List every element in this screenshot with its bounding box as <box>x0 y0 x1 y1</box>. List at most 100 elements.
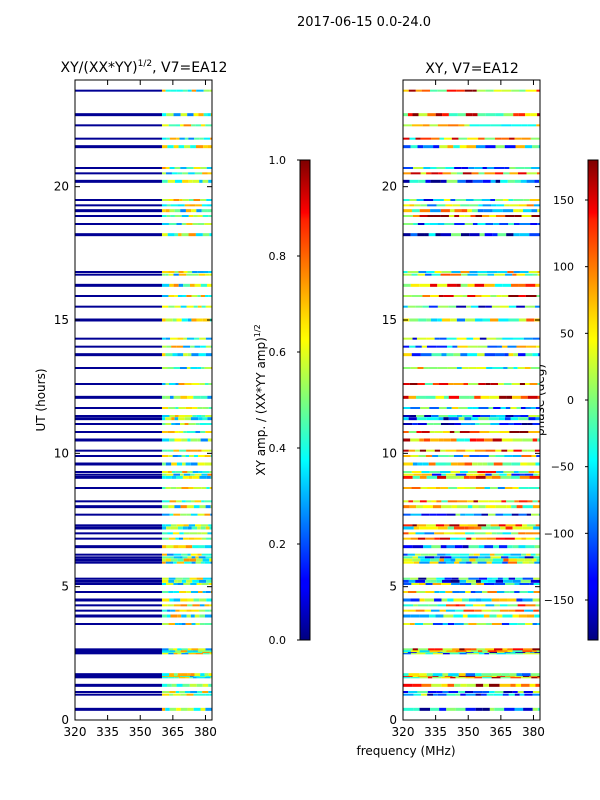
amp-band-high <box>161 545 167 549</box>
phase-band <box>536 558 540 562</box>
phase-band <box>457 345 468 348</box>
amp-band-high <box>174 415 179 417</box>
amp-band-high <box>198 113 204 117</box>
phase-band <box>408 673 420 677</box>
phase-band <box>457 500 468 503</box>
amp-band-high <box>192 179 200 183</box>
amp-band-high <box>178 676 186 679</box>
phase-band <box>503 558 509 562</box>
colorbar-tick-label: 150 <box>553 194 574 207</box>
phase-band <box>453 455 464 457</box>
amp-band-high <box>201 124 206 127</box>
phase-band <box>511 505 517 509</box>
phase-band <box>454 545 463 549</box>
amp-band-high <box>189 558 197 562</box>
phase-band <box>513 113 519 117</box>
phase-band <box>501 449 508 452</box>
amp-band-high <box>210 591 212 593</box>
amp-band-high <box>161 487 166 489</box>
phase-band <box>533 556 540 559</box>
amp-band-high <box>165 487 171 489</box>
amp-band-high <box>204 383 209 385</box>
phase-band <box>417 367 424 369</box>
phase-band <box>475 707 483 711</box>
amp-band-high <box>191 623 196 625</box>
amp-band-high <box>202 683 209 687</box>
phase-band <box>475 673 482 677</box>
phase-band <box>518 471 529 473</box>
amp-band-high <box>193 455 199 457</box>
amp-band-low <box>75 475 162 479</box>
phase-band <box>431 473 442 476</box>
phase-band <box>415 345 422 348</box>
phase-band <box>465 199 474 201</box>
amp-band-high <box>187 604 193 607</box>
phase-band <box>494 167 505 169</box>
phase-band <box>494 648 503 651</box>
amp-band-high <box>205 609 210 612</box>
phase-band <box>428 526 438 530</box>
amp-band-high <box>165 383 169 385</box>
phase-band <box>462 545 469 549</box>
amp-band-low <box>75 691 162 693</box>
phase-band <box>505 407 511 409</box>
amp-band-high <box>183 337 187 340</box>
phase-band <box>412 558 421 562</box>
phase-band <box>474 532 486 535</box>
phase-band <box>412 475 420 479</box>
amp-band-high <box>168 556 174 559</box>
phase-band <box>445 591 453 593</box>
amp-band-high <box>161 113 167 117</box>
phase-band <box>403 415 411 417</box>
phase-band <box>422 124 430 127</box>
phase-band <box>475 295 482 297</box>
amp-band-high <box>167 145 174 149</box>
amp-band-high <box>202 215 209 217</box>
phase-band <box>533 591 540 593</box>
amp-band-high <box>169 167 175 169</box>
phase-band <box>460 353 468 357</box>
amp-band-high <box>196 89 204 92</box>
amp-band-high <box>167 532 173 535</box>
amp-band-high <box>202 318 210 322</box>
amp-band-high <box>161 691 170 693</box>
phase-band <box>470 423 476 425</box>
phase-band <box>403 449 409 452</box>
phase-band <box>513 415 521 417</box>
phase-band <box>499 473 507 476</box>
phase-band <box>472 179 483 183</box>
amp-band-high <box>167 233 175 237</box>
phase-band <box>432 673 443 677</box>
amp-band-high <box>161 199 169 201</box>
phase-band <box>455 609 464 612</box>
phase-band <box>403 137 410 140</box>
phase-band <box>478 545 485 549</box>
phase-band <box>437 223 445 225</box>
phase-band <box>409 137 416 140</box>
phase-band <box>524 167 532 169</box>
amp-band-low <box>75 545 162 549</box>
phase-band <box>475 598 482 602</box>
phase-band <box>494 273 506 276</box>
amp-band-high <box>176 475 183 479</box>
phase-band <box>517 367 525 369</box>
phase-band <box>495 579 504 583</box>
amp-band-high <box>210 113 212 117</box>
phase-band <box>403 431 409 433</box>
phase-band <box>448 113 458 117</box>
phase-band <box>446 649 456 653</box>
amp-band-high <box>204 462 212 466</box>
amp-band-high <box>197 649 205 653</box>
phase-band <box>420 204 428 207</box>
amp-band-high <box>188 215 194 217</box>
amp-band-high <box>210 500 212 503</box>
phase-band <box>537 271 540 273</box>
phase-band <box>403 204 410 207</box>
phase-band <box>503 579 513 583</box>
phase-band <box>412 545 424 549</box>
amp-band-low <box>75 473 162 476</box>
phase-band <box>495 172 504 175</box>
phase-band <box>532 707 538 711</box>
phase-band <box>435 462 446 466</box>
phase-band <box>426 417 434 421</box>
